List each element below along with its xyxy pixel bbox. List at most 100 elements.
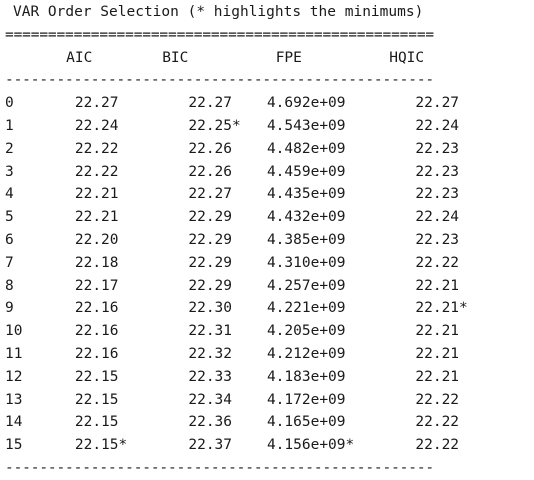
fpe-cell: 4.205e+09 — [266, 323, 346, 340]
aic-cell: 22.22 — [74, 163, 119, 180]
hqic-cell: 22.23 — [415, 231, 460, 248]
hqic-cell: 22.23 — [415, 140, 460, 157]
lag-cell: 2 — [5, 140, 23, 157]
table-row: 8 22.17 22.29 4.257e+09 22.21 — [5, 275, 468, 298]
aic-cell: 22.18 — [74, 254, 119, 271]
table-row: 10 22.16 22.31 4.205e+09 22.21 — [5, 320, 468, 343]
hqic-cell: 22.24 — [415, 117, 460, 134]
lag-cell: 11 — [5, 345, 23, 362]
lag-cell: 14 — [5, 414, 23, 431]
table-row: 7 22.18 22.29 4.310e+09 22.22 — [5, 252, 468, 275]
hqic-cell: 22.23 — [415, 186, 460, 203]
column-header-aic: AIC — [66, 49, 93, 66]
bic-cell: 22.37 — [188, 437, 233, 454]
table-row: 14 22.15 22.36 4.165e+09 22.22 — [5, 411, 468, 434]
separator-bottom: ----------------------------------------… — [5, 459, 434, 476]
fpe-cell: 4.310e+09 — [266, 254, 346, 271]
hqic-cell: 22.21* — [415, 300, 468, 317]
bic-cell: 22.31 — [188, 323, 233, 340]
aic-cell: 22.15 — [74, 414, 119, 431]
lag-cell: 8 — [5, 277, 23, 294]
aic-cell: 22.16 — [74, 345, 119, 362]
bic-cell: 22.29 — [188, 254, 233, 271]
fpe-cell: 4.156e+09* — [266, 437, 355, 454]
hqic-cell: 22.21 — [415, 368, 460, 385]
var-order-selection-output: VAR Order Selection (* highlights the mi… — [5, 1, 468, 480]
fpe-cell: 4.692e+09 — [266, 95, 346, 112]
fpe-cell: 4.183e+09 — [266, 368, 346, 385]
hqic-cell: 22.22 — [415, 391, 460, 408]
aic-cell: 22.16 — [74, 300, 119, 317]
hqic-cell: 22.21 — [415, 345, 460, 362]
aic-cell: 22.22 — [74, 140, 119, 157]
table-row: 5 22.21 22.29 4.432e+09 22.24 — [5, 206, 468, 229]
bic-cell: 22.34 — [188, 391, 233, 408]
bic-cell: 22.33 — [188, 368, 233, 385]
hqic-cell: 22.27 — [415, 95, 460, 112]
lag-cell: 3 — [5, 163, 23, 180]
table-rows: 0 22.27 22.27 4.692e+09 22.27 1 22.24 22… — [5, 92, 468, 457]
lag-cell: 15 — [5, 437, 23, 454]
bic-cell: 22.29 — [188, 231, 233, 248]
table-row: 15 22.15* 22.37 4.156e+09* 22.22 — [5, 434, 468, 457]
table-row: 6 22.20 22.29 4.385e+09 22.23 — [5, 229, 468, 252]
column-header-fpe: FPE — [275, 49, 302, 66]
aic-cell: 22.16 — [74, 323, 119, 340]
aic-cell: 22.21 — [74, 209, 119, 226]
fpe-cell: 4.212e+09 — [266, 345, 346, 362]
lag-cell: 0 — [5, 95, 23, 112]
table-row: 4 22.21 22.27 4.435e+09 22.23 — [5, 183, 468, 206]
bic-cell: 22.25* — [188, 117, 241, 134]
lag-cell: 5 — [5, 209, 23, 226]
bic-cell: 22.26 — [188, 163, 233, 180]
hqic-cell: 22.22 — [415, 437, 460, 454]
fpe-cell: 4.172e+09 — [266, 391, 346, 408]
hqic-cell: 22.24 — [415, 209, 460, 226]
hqic-cell: 22.22 — [415, 414, 460, 431]
fpe-cell: 4.385e+09 — [266, 231, 346, 248]
lag-cell: 6 — [5, 231, 23, 248]
hqic-cell: 22.21 — [415, 277, 460, 294]
aic-cell: 22.21 — [74, 186, 119, 203]
lag-cell: 10 — [5, 323, 23, 340]
separator-top: ========================================… — [5, 26, 434, 43]
bic-cell: 22.27 — [188, 186, 233, 203]
header-row: AIC BIC FPE HQIC — [5, 47, 468, 70]
fpe-cell: 4.482e+09 — [266, 140, 346, 157]
lag-cell: 1 — [5, 117, 23, 134]
lag-cell: 9 — [5, 300, 23, 317]
lag-cell: 7 — [5, 254, 23, 271]
table-row: 2 22.22 22.26 4.482e+09 22.23 — [5, 138, 468, 161]
table-row: 0 22.27 22.27 4.692e+09 22.27 — [5, 92, 468, 115]
table-row: 13 22.15 22.34 4.172e+09 22.22 — [5, 389, 468, 412]
lag-cell: 4 — [5, 186, 23, 203]
column-header-bic: BIC — [162, 49, 189, 66]
fpe-cell: 4.221e+09 — [266, 300, 346, 317]
aic-cell: 22.15 — [74, 368, 119, 385]
column-header-hqic: HQIC — [389, 49, 425, 66]
bic-cell: 22.36 — [188, 414, 233, 431]
lag-cell: 12 — [5, 368, 23, 385]
fpe-cell: 4.459e+09 — [266, 163, 346, 180]
hqic-cell: 22.21 — [415, 323, 460, 340]
aic-cell: 22.15 — [74, 391, 119, 408]
aic-cell: 22.24 — [74, 117, 119, 134]
fpe-cell: 4.165e+09 — [266, 414, 346, 431]
table-row: 12 22.15 22.33 4.183e+09 22.21 — [5, 366, 468, 389]
table-row: 11 22.16 22.32 4.212e+09 22.21 — [5, 343, 468, 366]
output-title: VAR Order Selection (* highlights the mi… — [13, 4, 424, 20]
aic-cell: 22.17 — [74, 277, 119, 294]
table-row: 1 22.24 22.25* 4.543e+09 22.24 — [5, 115, 468, 138]
fpe-cell: 4.435e+09 — [266, 186, 346, 203]
lag-cell: 13 — [5, 391, 23, 408]
fpe-cell: 4.543e+09 — [266, 117, 346, 134]
fpe-cell: 4.432e+09 — [266, 209, 346, 226]
bic-cell: 22.29 — [188, 277, 233, 294]
bic-cell: 22.30 — [188, 300, 233, 317]
aic-cell: 22.20 — [74, 231, 119, 248]
bic-cell: 22.29 — [188, 209, 233, 226]
table-row: 3 22.22 22.26 4.459e+09 22.23 — [5, 161, 468, 184]
hqic-cell: 22.23 — [415, 163, 460, 180]
hqic-cell: 22.22 — [415, 254, 460, 271]
separator-mid: ----------------------------------------… — [5, 72, 434, 89]
